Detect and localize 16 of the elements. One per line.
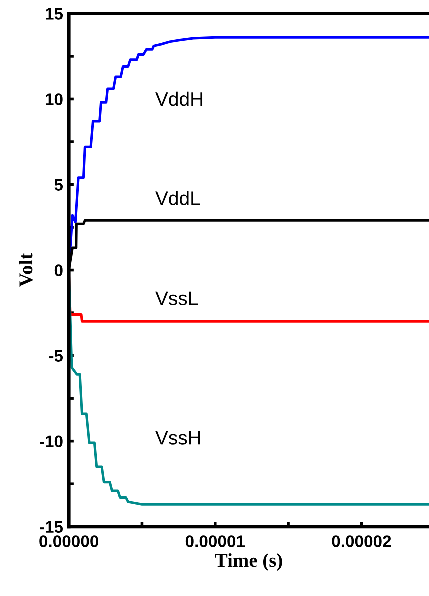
y-tick-label: 10 [46, 94, 63, 106]
y-tick-label: -10 [40, 436, 63, 448]
y-tick-label: 15 [46, 8, 64, 20]
series-label: VddH [156, 92, 203, 106]
y-axis-title: Volt [19, 253, 33, 287]
series-label: VssL [156, 292, 198, 306]
y-tick-label: 5 [54, 179, 64, 191]
text: VssH [156, 431, 200, 445]
series-label: VddL [156, 191, 200, 206]
x-tick-label: 0.00002 [332, 536, 392, 548]
x-tick-label: 0.00001 [186, 536, 246, 548]
x-tick-label: 0.00000 [40, 536, 99, 548]
x-axis-title: Time (s) [215, 554, 282, 572]
y-tick-label: 0 [54, 264, 63, 276]
y-tick-label: -15 [40, 521, 64, 534]
y-tick-label: -5 [49, 350, 64, 362]
